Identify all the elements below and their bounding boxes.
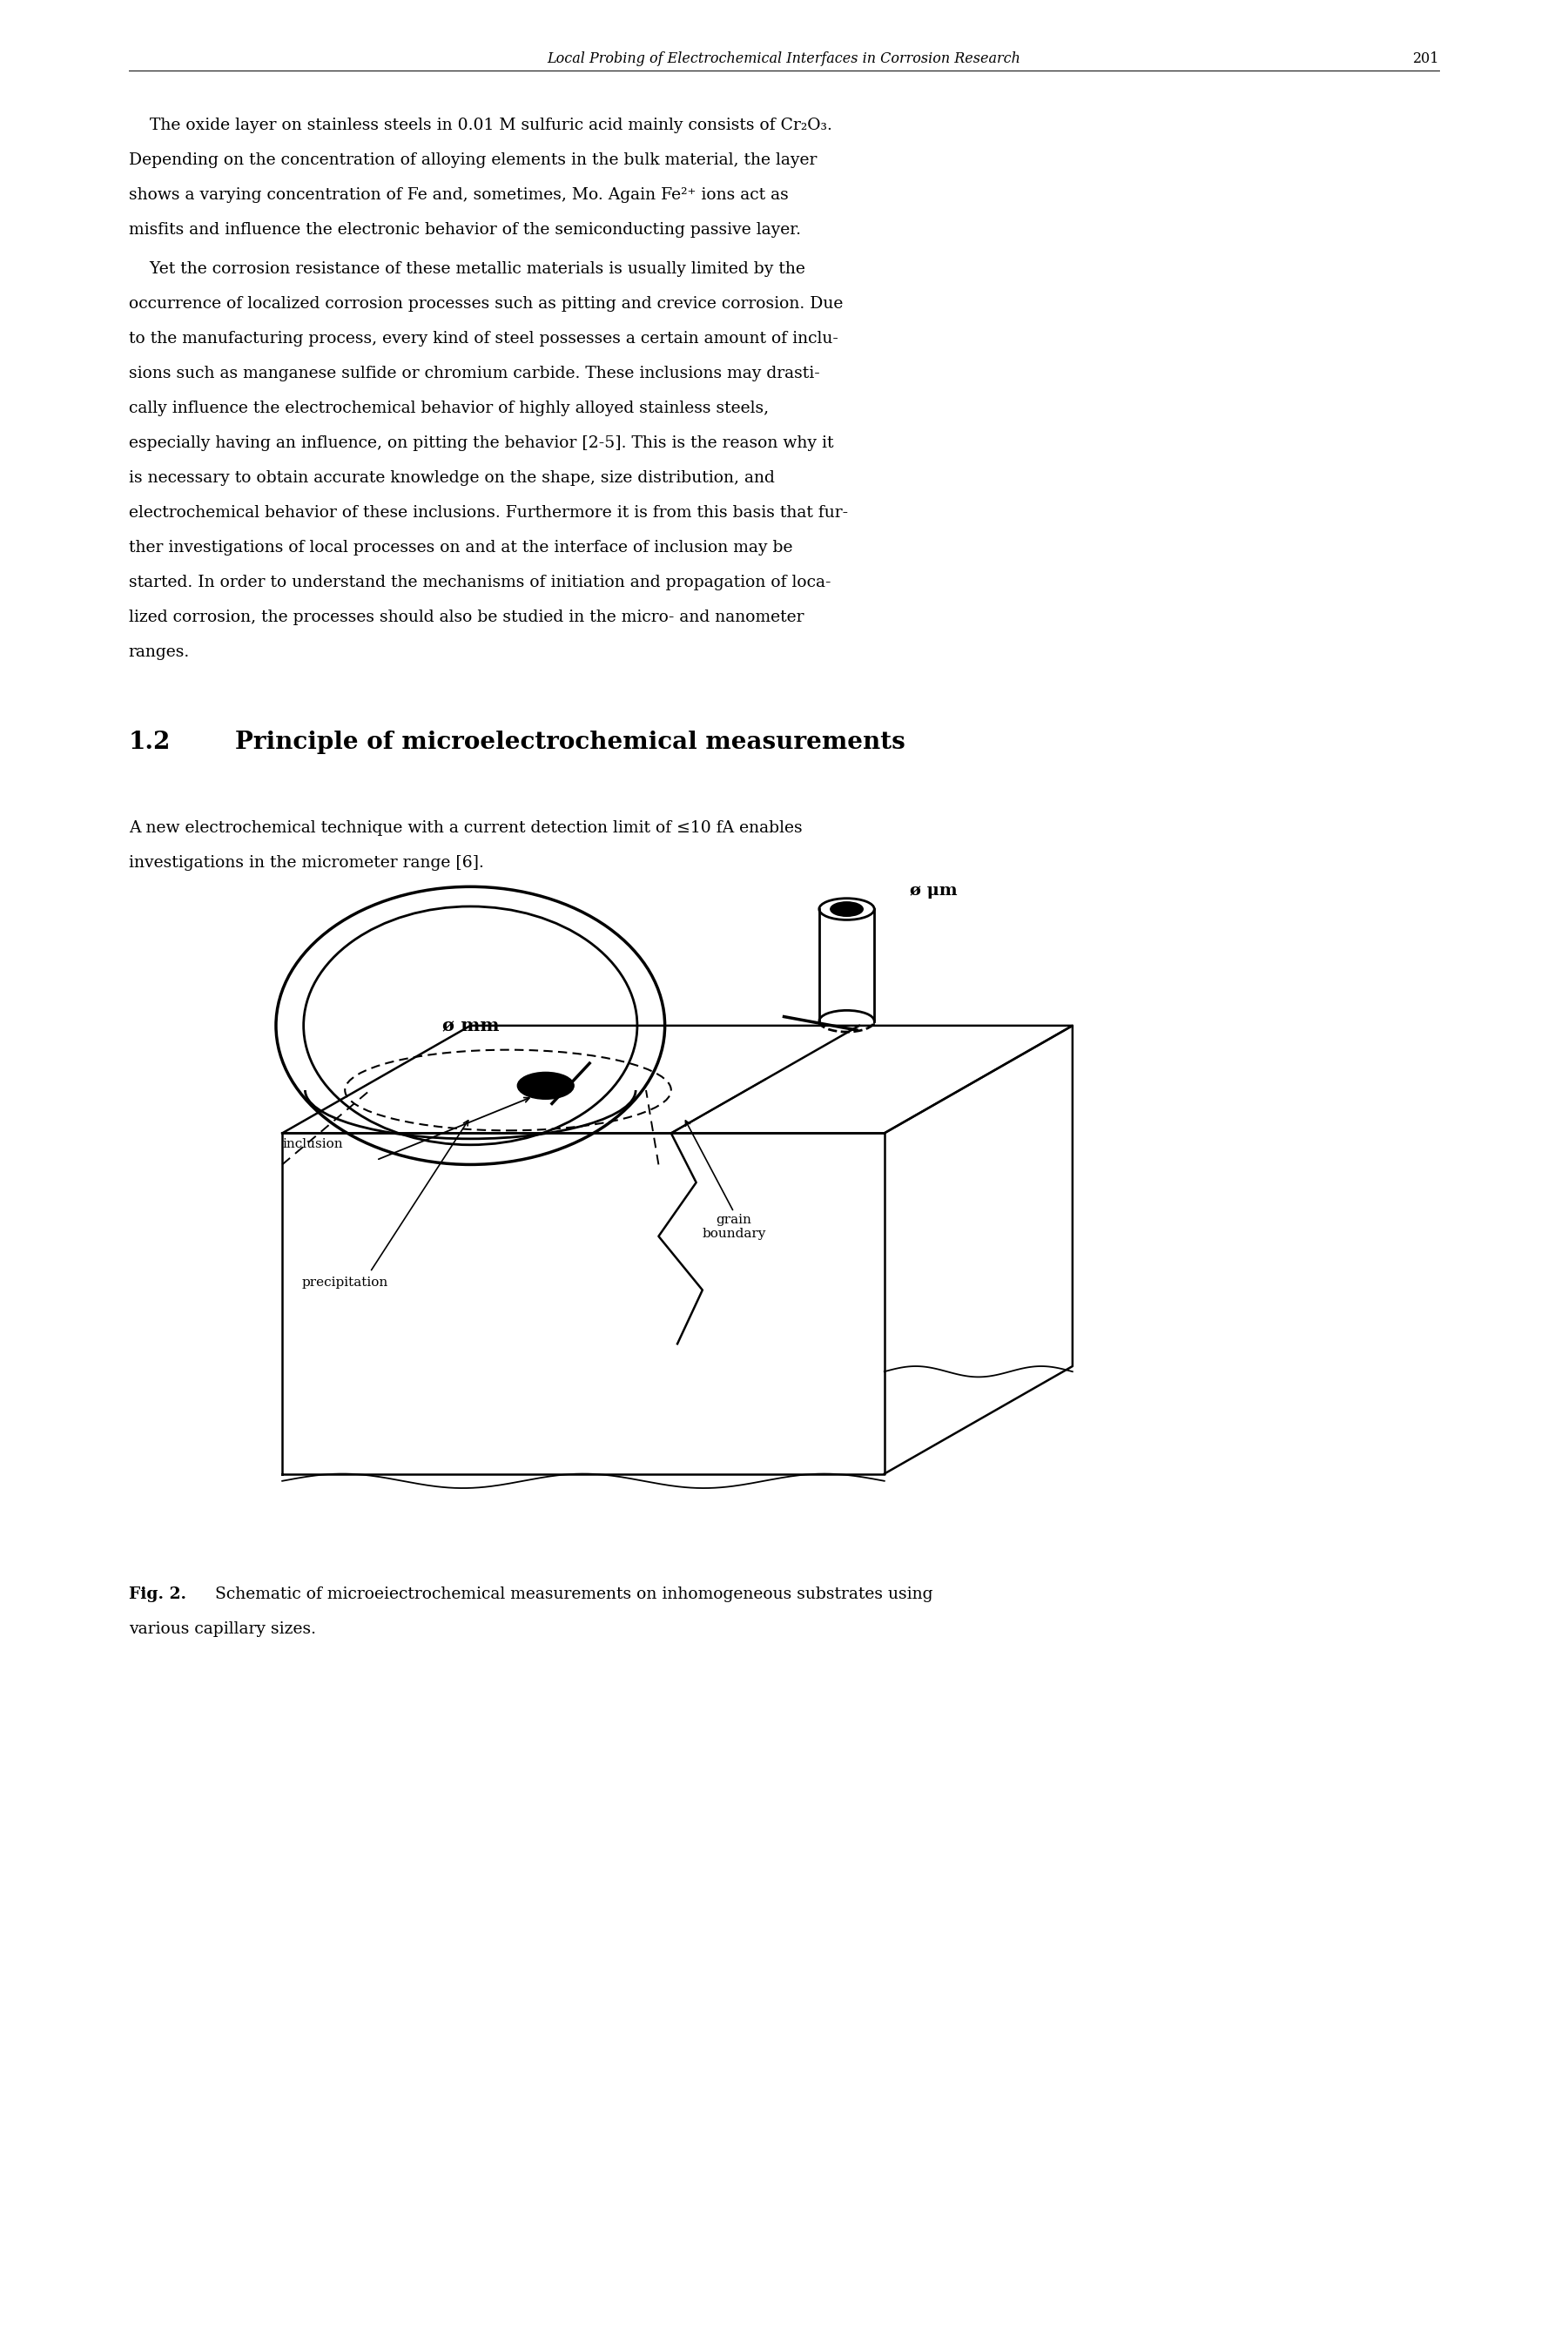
Text: precipitation: precipitation xyxy=(301,1277,389,1288)
Text: is necessary to obtain accurate knowledge on the shape, size distribution, and: is necessary to obtain accurate knowledg… xyxy=(129,470,775,487)
Text: Yet the corrosion resistance of these metallic materials is usually limited by t: Yet the corrosion resistance of these me… xyxy=(129,261,804,277)
Text: Schematic of microeiectrochemical measurements on inhomogeneous substrates using: Schematic of microeiectrochemical measur… xyxy=(210,1587,933,1603)
Text: occurrence of localized corrosion processes such as pitting and crevice corrosio: occurrence of localized corrosion proces… xyxy=(129,296,844,313)
Text: grain
boundary: grain boundary xyxy=(702,1213,765,1239)
Text: misfits and influence the electronic behavior of the semiconducting passive laye: misfits and influence the electronic beh… xyxy=(129,221,801,237)
Text: especially having an influence, on pitting the behavior [2-5]. This is the reaso: especially having an influence, on pitti… xyxy=(129,435,833,451)
Text: ø mm: ø mm xyxy=(442,1018,499,1034)
Text: Fig. 2.: Fig. 2. xyxy=(129,1587,187,1603)
Text: to the manufacturing process, every kind of steel possesses a certain amount of : to the manufacturing process, every kind… xyxy=(129,331,837,346)
Text: shows a varying concentration of Fe and, sometimes, Mo. Again Fe²⁺ ions act as: shows a varying concentration of Fe and,… xyxy=(129,188,789,202)
Text: 1.2: 1.2 xyxy=(129,731,171,755)
Text: The oxide layer on stainless steels in 0.01 M sulfuric acid mainly consists of C: The oxide layer on stainless steels in 0… xyxy=(129,118,833,134)
Text: 201: 201 xyxy=(1413,52,1439,66)
Text: inclusion: inclusion xyxy=(282,1138,343,1150)
Text: started. In order to understand the mechanisms of initiation and propagation of : started. In order to understand the mech… xyxy=(129,574,831,590)
Text: ranges.: ranges. xyxy=(129,644,190,661)
Text: Local Probing of Electrochemical Interfaces in Corrosion Research: Local Probing of Electrochemical Interfa… xyxy=(547,52,1021,66)
Text: lized corrosion, the processes should also be studied in the micro- and nanomete: lized corrosion, the processes should al… xyxy=(129,609,804,625)
Text: various capillary sizes.: various capillary sizes. xyxy=(129,1622,315,1636)
Text: Principle of microelectrochemical measurements: Principle of microelectrochemical measur… xyxy=(235,731,905,755)
Text: Depending on the concentration of alloying elements in the bulk material, the la: Depending on the concentration of alloyi… xyxy=(129,153,817,167)
Ellipse shape xyxy=(831,903,862,917)
Text: sions such as manganese sulfide or chromium carbide. These inclusions may drasti: sions such as manganese sulfide or chrom… xyxy=(129,367,820,381)
Text: ø μm: ø μm xyxy=(909,884,956,898)
Text: electrochemical behavior of these inclusions. Furthermore it is from this basis : electrochemical behavior of these inclus… xyxy=(129,505,848,520)
Text: ther investigations of local processes on and at the interface of inclusion may : ther investigations of local processes o… xyxy=(129,541,792,555)
Text: cally influence the electrochemical behavior of highly alloyed stainless steels,: cally influence the electrochemical beha… xyxy=(129,400,768,416)
Text: A new electrochemical technique with a current detection limit of ≤10 fA enables: A new electrochemical technique with a c… xyxy=(129,820,803,835)
Text: investigations in the micrometer range [6].: investigations in the micrometer range [… xyxy=(129,856,483,870)
Ellipse shape xyxy=(517,1072,574,1100)
